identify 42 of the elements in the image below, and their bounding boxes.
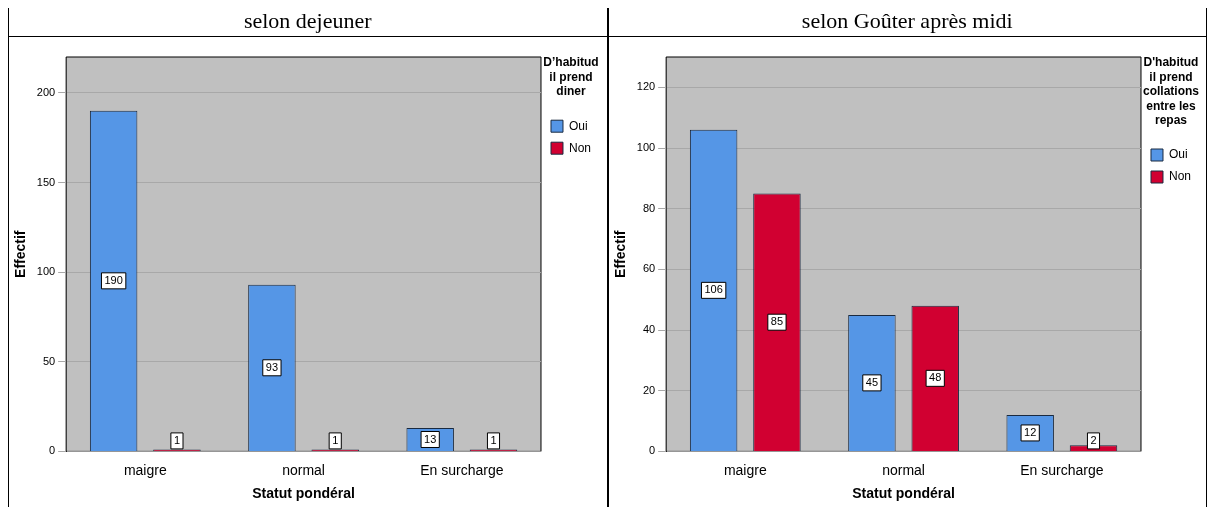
x-tick-label: En surcharge [1019, 461, 1104, 478]
legend-title: D’habitud il prend diner [543, 55, 599, 99]
y-tick-label: 40 [642, 323, 655, 336]
y-tick-label: 150 [36, 175, 56, 188]
data-label: 190 [104, 273, 123, 286]
x-tick-label: maigre [723, 461, 767, 478]
data-label: 106 [703, 283, 723, 296]
legend-label: Oui [1168, 147, 1188, 162]
data-label: 12 [1023, 425, 1036, 438]
chart-title: selon dejeuner [9, 8, 607, 37]
data-label: 1 [332, 433, 339, 446]
legend-title: D'habitud il prend collations entre les repas [1142, 55, 1199, 127]
y-tick-label: 120 [636, 80, 655, 93]
y-tick-label: 0 [648, 444, 655, 457]
y-tick-label: 100 [636, 141, 655, 154]
chart-title: selon Goûter après midi [608, 8, 1206, 37]
x-tick-label: maigre [123, 461, 167, 478]
x-axis-title: Statut pondéral [252, 485, 355, 502]
x-tick-label: En surcharge [420, 461, 504, 478]
data-label: 85 [770, 315, 783, 328]
legend-label: Oui [568, 118, 588, 133]
y-axis-title: Effectif [611, 230, 628, 278]
x-axis-title: Statut pondéral [851, 485, 955, 502]
y-tick-label: 200 [36, 85, 56, 98]
legend-label: Non [568, 140, 591, 155]
data-label: 45 [865, 375, 878, 388]
y-tick-label: 20 [642, 383, 655, 396]
legend-label: Non [1168, 169, 1191, 184]
x-tick-label: normal [881, 461, 925, 478]
data-label: 13 [424, 432, 437, 445]
y-tick-label: 100 [36, 265, 56, 278]
data-label: 48 [928, 371, 941, 384]
data-label: 2 [1089, 433, 1097, 446]
y-tick-label: 50 [42, 354, 56, 367]
y-tick-label: 0 [49, 444, 56, 457]
y-tick-label: 80 [642, 201, 655, 214]
data-label: 1 [173, 433, 181, 446]
data-label: 1 [490, 433, 497, 446]
data-label: 93 [265, 360, 279, 373]
y-axis-title: Effectif [12, 230, 29, 278]
y-tick-label: 60 [642, 262, 655, 275]
x-tick-label: normal [282, 461, 325, 478]
